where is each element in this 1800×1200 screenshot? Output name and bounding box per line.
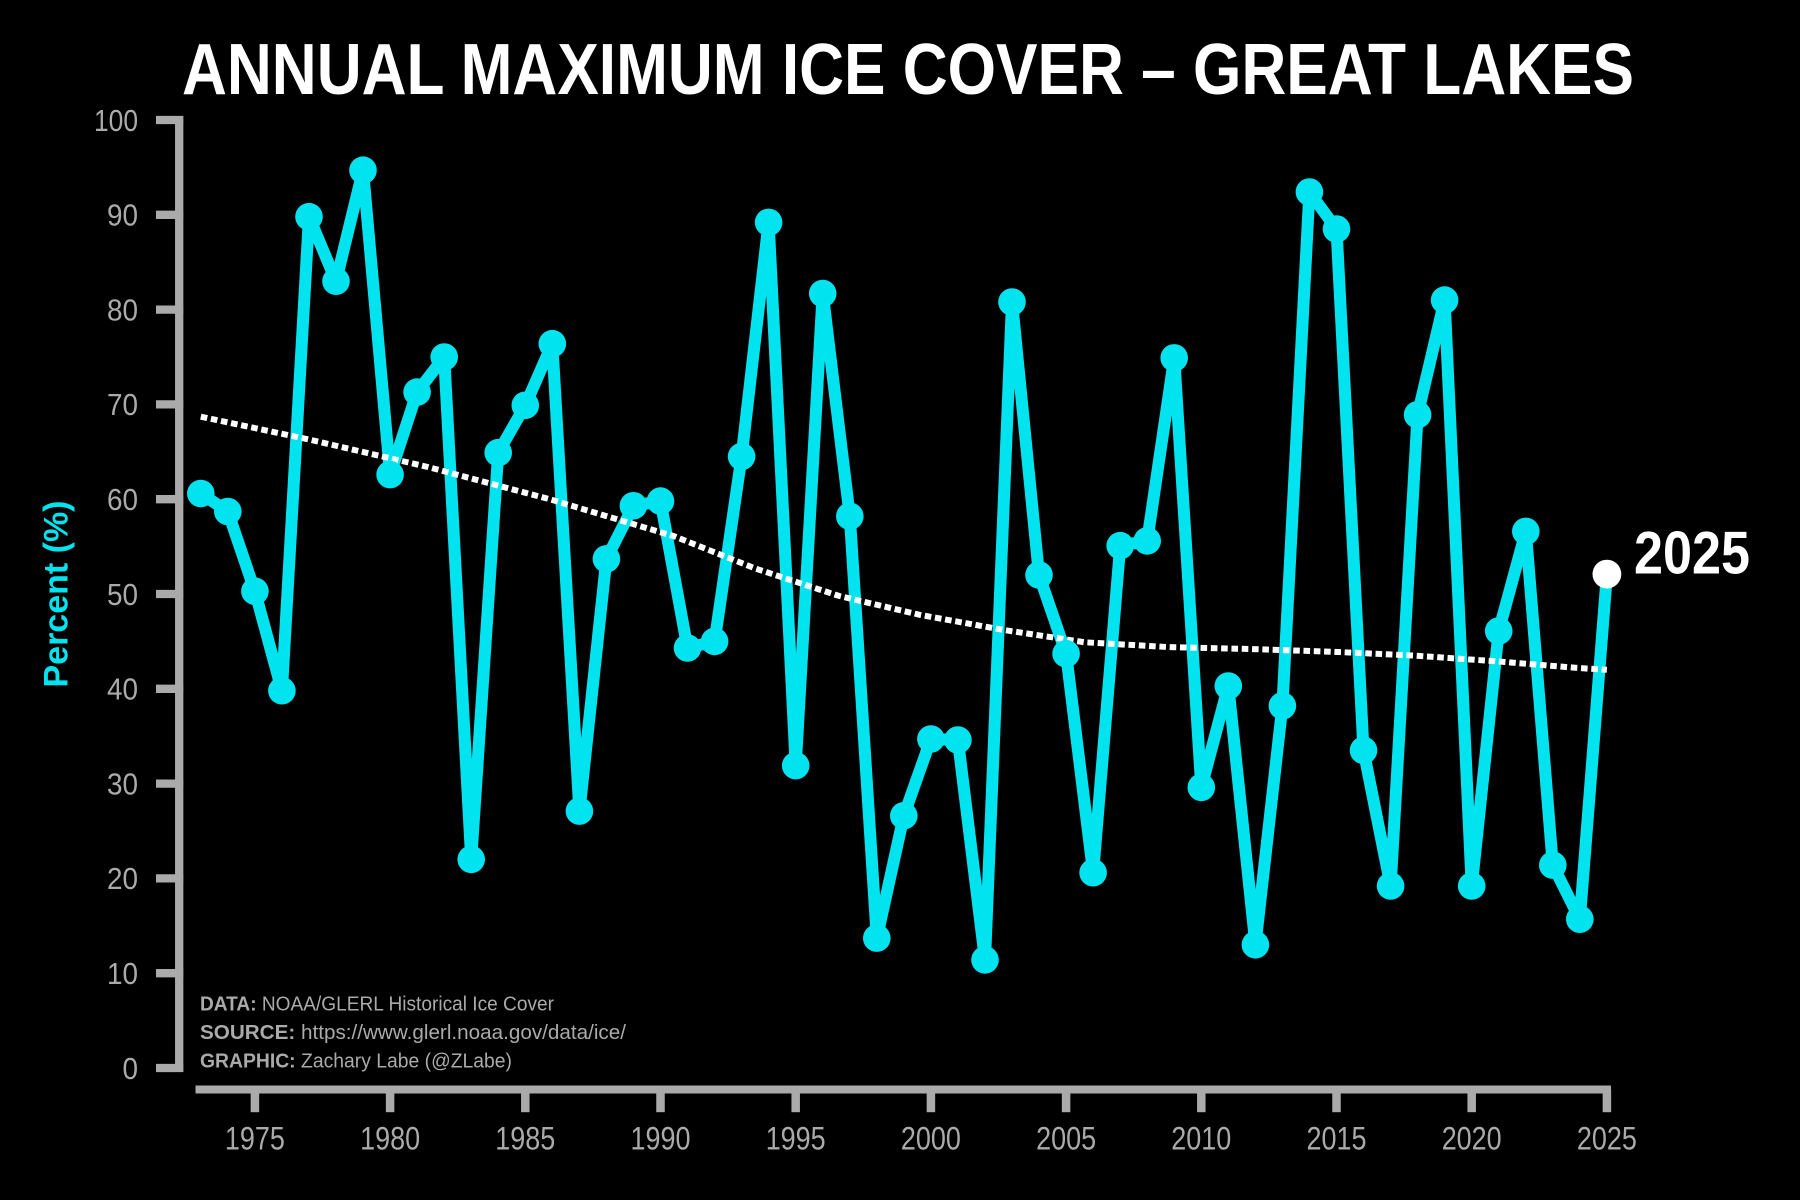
svg-text:1995: 1995 [766, 1121, 826, 1157]
svg-text:100: 100 [94, 104, 138, 138]
svg-text:DATA: NOAA/GLERL Historical Ic: DATA: NOAA/GLERL Historical Ice Cover [200, 993, 554, 1016]
svg-text:0: 0 [123, 1052, 139, 1086]
svg-text:90: 90 [107, 199, 138, 233]
svg-text:70: 70 [107, 388, 138, 422]
svg-text:1985: 1985 [495, 1121, 555, 1157]
svg-text:ANNUAL MAXIMUM ICE COVER – GRE: ANNUAL MAXIMUM ICE COVER – GREAT LAKES [182, 30, 1634, 110]
svg-text:2025: 2025 [1634, 519, 1750, 587]
svg-text:30: 30 [107, 767, 138, 801]
svg-text:40: 40 [107, 673, 138, 707]
svg-text:80: 80 [107, 293, 138, 327]
svg-text:20: 20 [107, 862, 138, 896]
svg-text:2020: 2020 [1442, 1121, 1502, 1157]
svg-text:2025: 2025 [1577, 1121, 1637, 1157]
svg-text:1990: 1990 [631, 1121, 691, 1157]
svg-text:Percent (%): Percent (%) [38, 501, 76, 688]
svg-text:10: 10 [107, 957, 138, 991]
svg-text:2005: 2005 [1036, 1121, 1096, 1157]
svg-text:60: 60 [107, 483, 138, 517]
svg-text:SOURCE: https://www.glerl.noaa: SOURCE: https://www.glerl.noaa.gov/data/… [200, 1021, 626, 1044]
svg-text:2015: 2015 [1307, 1121, 1367, 1157]
svg-text:50: 50 [107, 578, 138, 612]
svg-text:2010: 2010 [1171, 1121, 1231, 1157]
svg-text:2000: 2000 [901, 1121, 961, 1157]
svg-text:1980: 1980 [360, 1121, 420, 1157]
svg-text:1975: 1975 [225, 1121, 285, 1157]
svg-text:GRAPHIC: Zachary Labe (@ZLabe): GRAPHIC: Zachary Labe (@ZLabe) [200, 1049, 512, 1072]
